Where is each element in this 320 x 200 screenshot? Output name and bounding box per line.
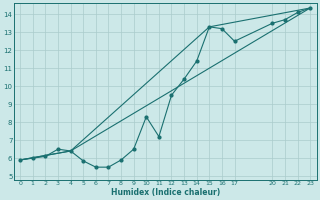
X-axis label: Humidex (Indice chaleur): Humidex (Indice chaleur) (111, 188, 220, 197)
